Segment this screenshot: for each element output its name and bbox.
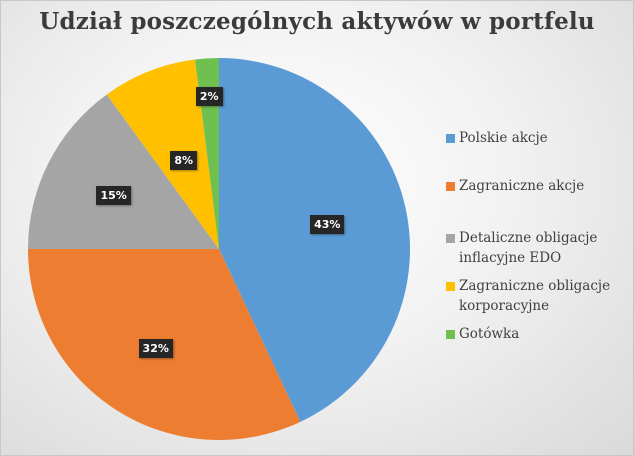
- legend-swatch-icon: [446, 234, 455, 243]
- legend-swatch-icon: [446, 182, 455, 191]
- legend-item-polskie-akcje: Polskie akcje: [446, 128, 548, 148]
- data-label: 43%: [310, 215, 345, 235]
- legend-swatch-icon: [446, 330, 455, 339]
- pie-slice-0: [219, 58, 411, 422]
- legend-swatch-icon: [446, 282, 455, 291]
- pie-slice-3: [106, 59, 219, 250]
- data-label: 8%: [170, 150, 198, 170]
- pie-slice-2: [28, 94, 219, 249]
- legend-item-zagraniczne-akcje: Zagraniczne akcje: [446, 176, 584, 196]
- data-label: 15%: [96, 185, 131, 205]
- data-label: 2%: [195, 87, 223, 106]
- legend-item-gotowka: Gotówka: [446, 324, 519, 344]
- legend-swatch-icon: [446, 134, 455, 143]
- chart-title: Udział poszczególnych aktywów w portfelu: [39, 8, 595, 35]
- legend-item-obligacje-korporacyjne: Zagraniczne obligacje korporacyjne: [446, 276, 610, 316]
- legend-item-obligacje-edo: Detaliczne obligacje inflacyjne EDO: [446, 228, 597, 268]
- data-label: 32%: [138, 339, 173, 359]
